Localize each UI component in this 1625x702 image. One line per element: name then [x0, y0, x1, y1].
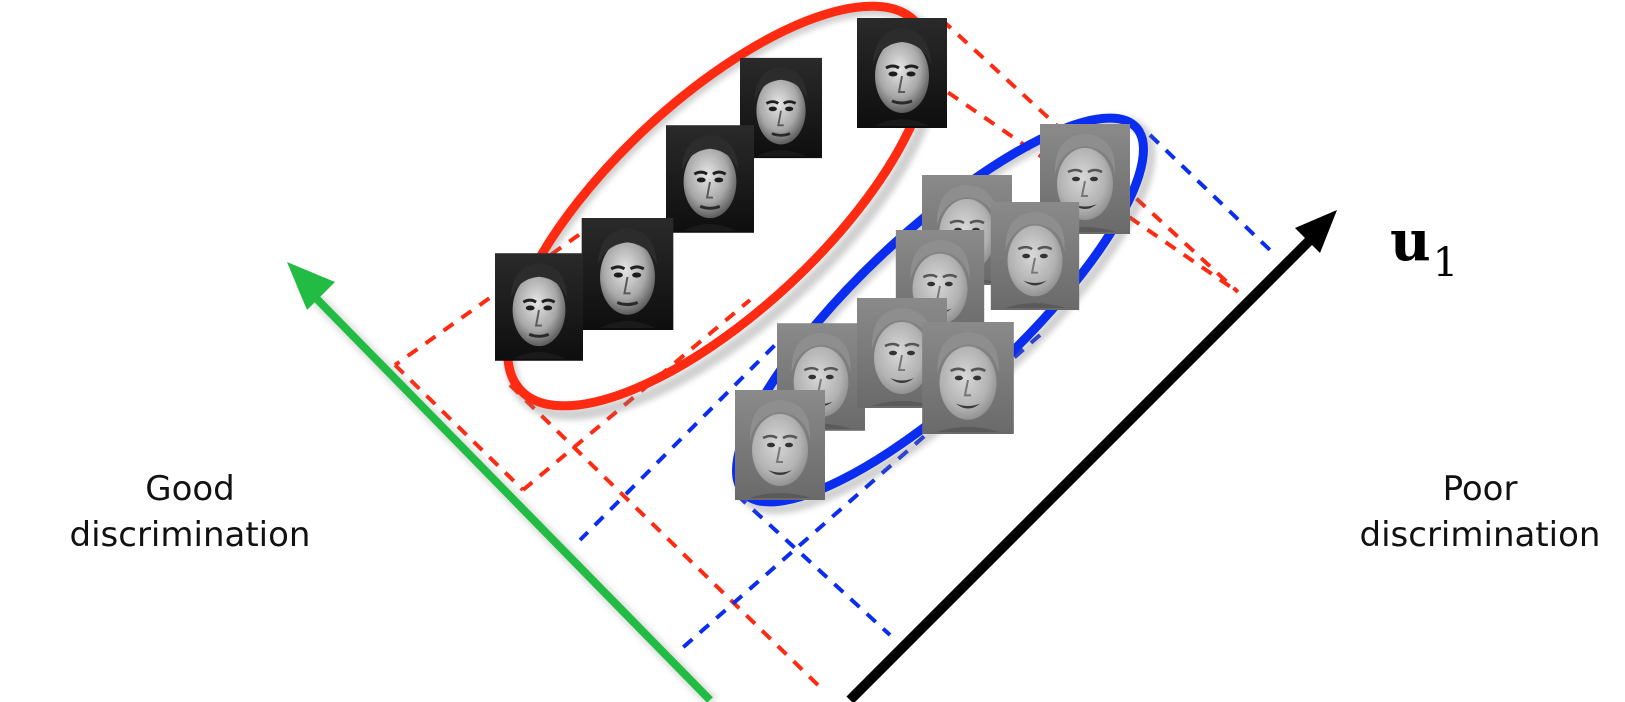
good-axis-arrowhead [287, 262, 335, 310]
u1-axis [846, 210, 1337, 702]
face-photo [735, 390, 825, 500]
good-label-line-1: Good [145, 469, 235, 509]
face-photo [666, 124, 754, 234]
poor-label-line-2: discrimination [1359, 515, 1601, 555]
good-label-line-2: discrimination [69, 515, 311, 555]
u1-axis-arrowhead [1295, 210, 1337, 253]
class-b-projection-lines [578, 133, 1272, 652]
face-photo [580, 218, 675, 330]
u1-axis-label: u1 [1390, 208, 1458, 286]
class-b-faces [735, 124, 1130, 500]
good-discrimination-label: Good discrimination [60, 466, 320, 558]
face-photo [495, 252, 583, 362]
good-discrimination-axis [287, 262, 717, 702]
face-photo [990, 202, 1080, 310]
axis-name: u [1390, 208, 1431, 274]
poor-discrimination-label: Poor discrimination [1350, 466, 1610, 558]
face-photo [922, 322, 1014, 434]
poor-label-line-1: Poor [1442, 469, 1518, 509]
axis-subscript: 1 [1432, 240, 1459, 286]
face-photo [857, 18, 947, 128]
